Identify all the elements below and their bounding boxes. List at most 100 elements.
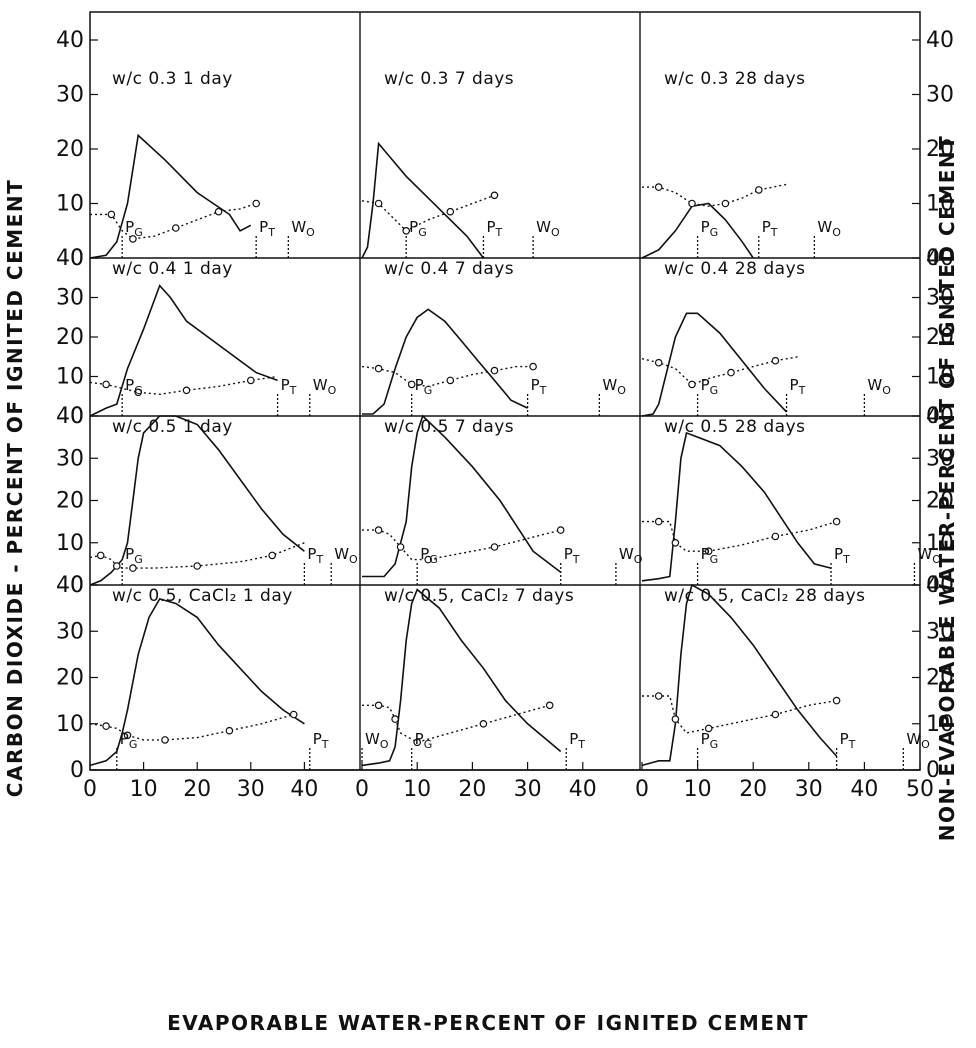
non-evaporable-point (172, 224, 180, 232)
non-evaporable-point (107, 210, 116, 219)
y-tick-label-right: 10 (926, 192, 954, 217)
non-evaporable-point (374, 526, 383, 534)
marker-label: PT (762, 218, 778, 239)
co2-line (361, 141, 485, 259)
non-evaporable-point (771, 356, 780, 365)
non-evaporable-point (402, 227, 411, 235)
co2-line (641, 202, 754, 259)
non-evaporable-line (362, 529, 561, 561)
marker-label: PT (259, 218, 275, 239)
y-tick-label-right: 0 (926, 758, 940, 783)
non-evaporable-line (641, 356, 798, 386)
x-tick-label: 20 (458, 777, 486, 802)
non-evaporable-point (407, 380, 416, 389)
panel-title: w/c 0.5, CaCl₂ 1 day (112, 586, 293, 606)
marker-label: PT (313, 730, 329, 751)
non-evaporable-point (374, 364, 383, 373)
y-tick-label-left: 10 (56, 531, 84, 556)
y-tick-label-right: 40 (926, 246, 954, 271)
non-evaporable-point (374, 199, 383, 208)
y-tick-label-left: 30 (56, 446, 84, 471)
non-evaporable-point (671, 715, 680, 723)
non-evaporable-line (89, 542, 305, 569)
panel: w/c 0.3 1 day PG PT WO (89, 69, 315, 259)
panel-title: w/c 0.5, CaCl₂ 28 days (664, 586, 866, 606)
x-tick-label: 30 (237, 777, 265, 802)
marker-label: PG (120, 730, 138, 751)
co2-line (89, 415, 305, 586)
y-tick-label-right: 0 (926, 404, 940, 429)
x-tick-label: 0 (83, 777, 97, 802)
non-evaporable-point (832, 517, 841, 526)
panel-title: w/c 0.3 7 days (384, 69, 514, 89)
non-evaporable-point (654, 358, 663, 367)
non-evaporable-point (396, 543, 405, 551)
x-tick-label: 40 (850, 777, 878, 802)
non-evaporable-point (490, 543, 499, 551)
y-tick-label-left: 0 (70, 246, 84, 271)
marker-label: PT (281, 376, 297, 397)
y-tick-label-right: 10 (926, 531, 954, 556)
non-evaporable-point (704, 724, 713, 733)
non-evaporable-point (490, 191, 499, 200)
y-tick-label-right: 40 (926, 28, 954, 53)
non-evaporable-line (642, 183, 787, 207)
x-tick-label: 10 (403, 777, 431, 802)
y-tick-label-left: 10 (56, 365, 84, 390)
y-tick-label-right: 10 (926, 365, 954, 390)
y-tick-label-right: 20 (926, 137, 954, 162)
y-tick-label-left: 20 (56, 325, 84, 350)
x-tick-label: 10 (130, 777, 158, 802)
non-evaporable-line (89, 375, 278, 396)
co2-line (362, 414, 562, 578)
non-evaporable-point (214, 207, 223, 216)
y-tick-label-right: 20 (926, 666, 954, 691)
y-tick-label-left: 30 (56, 619, 84, 644)
y-tick-label-right: 0 (926, 573, 940, 598)
co2-line (641, 583, 838, 767)
x-tick-label: 0 (635, 777, 649, 802)
marker-label: PG (125, 218, 143, 239)
marker-label: PT (564, 545, 580, 566)
x-tick-label: 40 (569, 777, 597, 802)
non-evaporable-point (96, 551, 105, 560)
x-tick-label: 30 (514, 777, 542, 802)
x-tick-label: 40 (290, 777, 318, 802)
panel-title: w/c 0.4 1 day (112, 259, 233, 279)
non-evaporable-line (362, 704, 550, 744)
y-tick-label-left: 30 (56, 83, 84, 108)
non-evaporable-point (413, 738, 422, 747)
panel: w/c 0.5 1 day PG PT WO (89, 415, 358, 586)
panel: w/c 0.5 7 days PG PT WO (362, 414, 643, 585)
panel: w/c 0.4 28 days PG PT WO (641, 259, 891, 417)
y-tick-label-right: 30 (926, 446, 954, 471)
marker-label: WO (291, 218, 315, 239)
non-evaporable-point (161, 736, 169, 744)
y-tick-label-left: 20 (56, 137, 84, 162)
non-evaporable-point (654, 692, 663, 700)
y-tick-label-left: 40 (56, 28, 84, 53)
non-evaporable-point (490, 366, 499, 375)
marker-label: WO (602, 376, 626, 397)
non-evaporable-point (424, 555, 433, 564)
x-tick-label: 10 (684, 777, 712, 802)
x-tick-label: 20 (739, 777, 767, 802)
panel-title: w/c 0.3 28 days (664, 69, 805, 89)
y-tick-label-right: 0 (926, 246, 940, 271)
y-tick-label-left: 20 (56, 666, 84, 691)
marker-label: WO (365, 730, 389, 751)
marker-label: PT (834, 545, 850, 566)
co2-line (361, 588, 562, 767)
marker-label: PG (415, 730, 433, 751)
non-evaporable-point (688, 380, 696, 389)
panel-frame-lines (89, 11, 921, 771)
y-tick-label-left: 10 (56, 192, 84, 217)
co2-line (641, 431, 832, 582)
non-evaporable-line (361, 194, 495, 232)
non-evaporable-point (134, 388, 143, 397)
y-axis-title-left: CARBON DIOXIDE - PERCENT OF IGNITED CEME… (3, 179, 27, 797)
marker-label: PG (125, 545, 143, 566)
